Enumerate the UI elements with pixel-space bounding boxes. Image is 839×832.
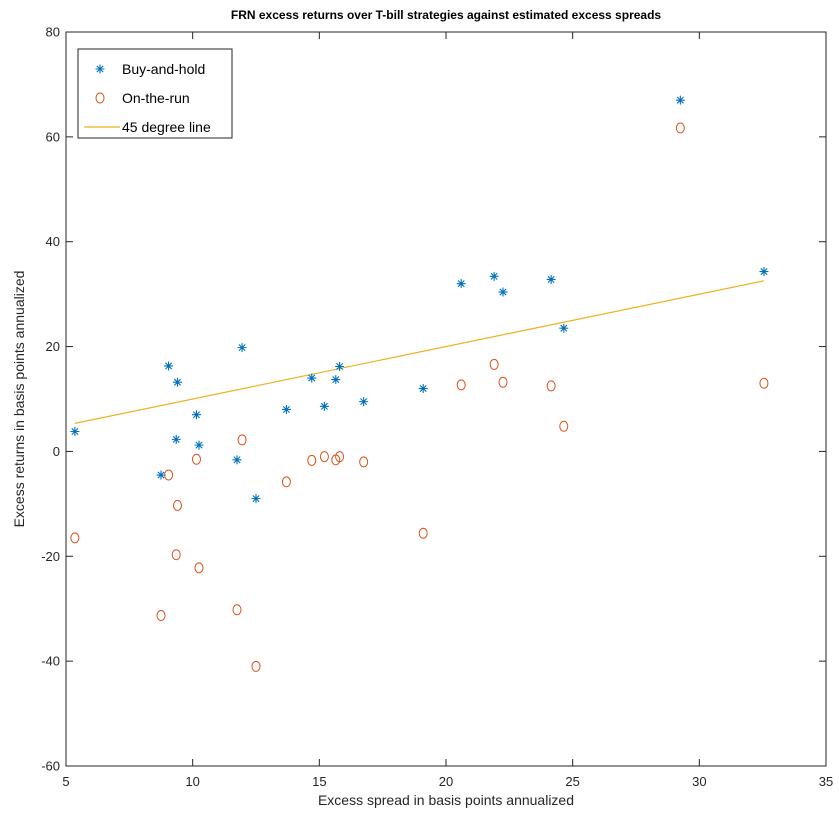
buy-and-hold-point — [319, 401, 329, 411]
line-45-degree — [74, 280, 765, 424]
on-the-run-point — [194, 562, 204, 574]
buy-and-hold-point — [251, 494, 261, 504]
buy-and-hold-point — [70, 427, 80, 437]
on-the-run-point — [675, 122, 685, 134]
legend: Buy-and-hold On-the-run 45 degree line — [77, 48, 233, 139]
on-the-run-point — [237, 434, 247, 446]
on-the-run-point — [559, 420, 569, 432]
on-the-run-point — [172, 499, 182, 511]
buy-and-hold-point — [171, 434, 181, 444]
on-the-run-point — [281, 476, 291, 488]
buy-and-hold-point — [191, 410, 201, 420]
x-tick-label: 30 — [692, 774, 706, 789]
x-tick-label: 20 — [439, 774, 453, 789]
on-the-run-point — [418, 527, 428, 539]
buy-and-hold-point — [232, 455, 242, 465]
y-tick-label: 80 — [46, 25, 60, 40]
on-the-run-point — [251, 660, 261, 672]
on-the-run-point — [164, 469, 174, 481]
x-axis-label: Excess spread in basis points annualized — [318, 792, 574, 808]
on-the-run-point — [359, 456, 369, 468]
y-axis-label: Excess returns in basis points annualize… — [11, 271, 27, 528]
legend-marker-buy-and-hold — [95, 64, 105, 74]
buy-and-hold-point — [156, 470, 166, 480]
buy-and-hold-point — [281, 404, 291, 414]
buy-and-hold-point — [489, 271, 499, 281]
on-the-run-point — [171, 549, 181, 561]
buy-and-hold-point — [559, 323, 569, 333]
x-tick-label: 10 — [185, 774, 199, 789]
chart-title: FRN excess returns over T-bill strategie… — [231, 8, 662, 22]
on-the-run-point — [498, 376, 508, 388]
axis-ticks: 5 10 15 20 25 30 35 -60 -40 -20 0 20 40 60 80 — [41, 25, 833, 790]
buy-and-hold-point — [546, 274, 556, 284]
y-tick-label: 20 — [46, 339, 60, 354]
buy-and-hold-point — [164, 361, 174, 371]
y-tick-label: -60 — [41, 759, 60, 774]
on-the-run-point — [456, 379, 466, 391]
buy-and-hold-point — [456, 279, 466, 289]
on-the-run-point — [156, 610, 166, 622]
buy-and-hold-point — [759, 267, 769, 277]
buy-and-hold-point — [498, 287, 508, 297]
y-tick-label: -20 — [41, 549, 60, 564]
on-the-run-point — [546, 380, 556, 392]
x-tick-label: 5 — [62, 774, 69, 789]
buy-and-hold-point — [675, 95, 685, 105]
buy-and-hold-point — [237, 343, 247, 353]
x-tick-label: 15 — [312, 774, 326, 789]
on-the-run-point — [70, 532, 80, 544]
on-the-run-point — [489, 358, 499, 370]
legend-label: Buy-and-hold — [122, 61, 205, 77]
on-the-run-point — [191, 453, 201, 465]
buy-and-hold-point — [194, 440, 204, 450]
on-the-run-point — [232, 604, 242, 616]
legend-label: On-the-run — [122, 90, 190, 106]
buy-and-hold-point — [331, 375, 341, 385]
buy-and-hold-point — [172, 377, 182, 387]
legend-box — [77, 48, 233, 139]
y-tick-label: 0 — [53, 444, 60, 459]
on-the-run-point — [759, 377, 769, 389]
y-tick-label: -40 — [41, 654, 60, 669]
y-tick-label: 60 — [46, 129, 60, 144]
plot-area — [65, 31, 827, 767]
buy-and-hold-point — [335, 361, 345, 371]
on-the-run-point — [319, 451, 329, 463]
buy-and-hold-point — [307, 373, 317, 383]
buy-and-hold-point — [418, 384, 428, 394]
buy-and-hold-point — [359, 397, 369, 407]
legend-label: 45 degree line — [122, 119, 211, 135]
data-marks — [70, 95, 769, 672]
on-the-run-point — [307, 454, 317, 466]
x-tick-label: 25 — [565, 774, 579, 789]
y-tick-label: 40 — [46, 234, 60, 249]
on-the-run-point — [335, 451, 345, 463]
legend-marker-on-the-run — [95, 92, 105, 104]
x-tick-label: 35 — [819, 774, 833, 789]
